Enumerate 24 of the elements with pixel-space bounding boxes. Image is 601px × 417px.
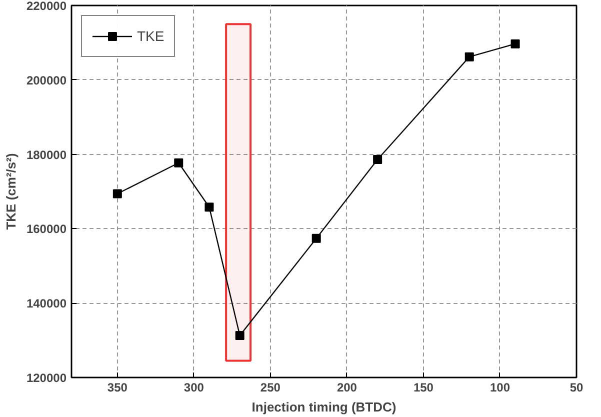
point: [204, 202, 214, 212]
x-tick-label: 300: [184, 380, 204, 394]
y-tick-label: 220000: [26, 0, 67, 13]
point: [373, 155, 382, 164]
y-tick-label: 200000: [26, 73, 67, 88]
x-tick-label: 350: [107, 380, 128, 394]
y-tick-label: 160000: [26, 222, 67, 236]
x-tick-label: 100: [490, 380, 510, 394]
x-axis-title: Injection timing (BTDC): [252, 400, 396, 414]
y-tick-label: 180000: [26, 148, 67, 162]
point: [510, 39, 520, 48]
point: [112, 189, 122, 198]
legend-label: TKE: [137, 28, 164, 44]
x-tick-label: 250: [260, 380, 281, 394]
x-tick-label: 200: [336, 380, 358, 394]
y-axis-title: TKE (cm²/s²): [3, 153, 18, 230]
point: [312, 234, 321, 243]
point: [235, 330, 244, 340]
x-tick-label: 50: [570, 380, 584, 394]
x-tick-label: 150: [413, 380, 434, 394]
point: [174, 158, 184, 168]
y-tick-label: 140000: [26, 296, 67, 311]
point: [464, 52, 474, 62]
y-tick-label: 120000: [26, 371, 67, 385]
